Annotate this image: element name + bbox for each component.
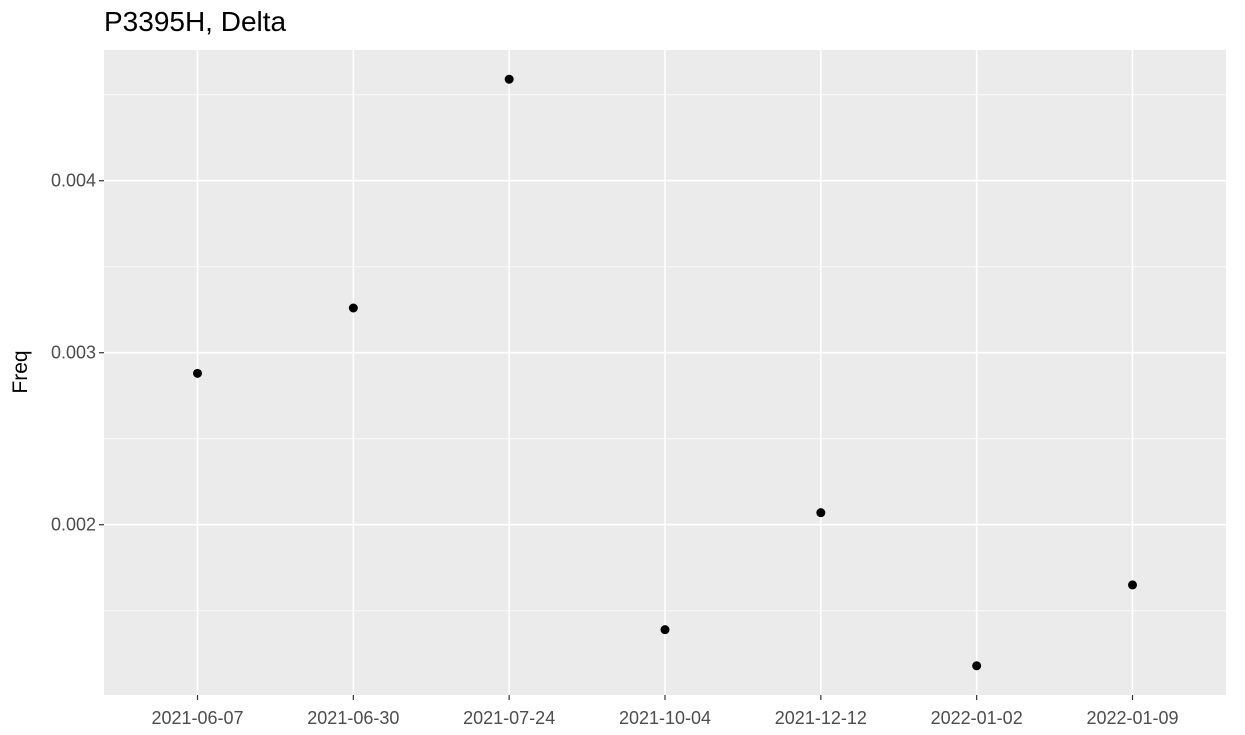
data-point — [972, 661, 982, 671]
x-tick-label: 2022-01-09 — [1086, 708, 1178, 728]
data-point — [660, 625, 670, 635]
data-point — [348, 303, 358, 313]
y-tick-label: 0.003 — [51, 343, 96, 363]
x-tick-label: 2021-12-12 — [775, 708, 867, 728]
data-point — [816, 508, 826, 518]
data-point — [504, 74, 514, 84]
y-axis-title: Freq — [9, 350, 32, 393]
x-axis: 2021-06-07 2021-06-30 2021-07-24 2021-10-04… — [151, 695, 1179, 728]
major-gridlines — [104, 50, 1226, 695]
x-tick-label: 2022-01-02 — [931, 708, 1023, 728]
data-point — [193, 368, 202, 378]
y-axis: 0.002 0.003 0.004 — [51, 171, 104, 535]
chart-title: P3395H, Delta — [104, 6, 287, 37]
y-tick-label: 0.002 — [51, 515, 96, 535]
x-tick-label: 2021-06-07 — [151, 708, 243, 728]
x-tick-label: 2021-10-04 — [619, 708, 711, 728]
y-tick-label: 0.004 — [51, 171, 96, 191]
x-tick-label: 2021-06-30 — [307, 708, 399, 728]
x-tick-label: 2021-07-24 — [463, 708, 555, 728]
data-points — [193, 74, 1137, 671]
data-point — [1128, 580, 1137, 590]
